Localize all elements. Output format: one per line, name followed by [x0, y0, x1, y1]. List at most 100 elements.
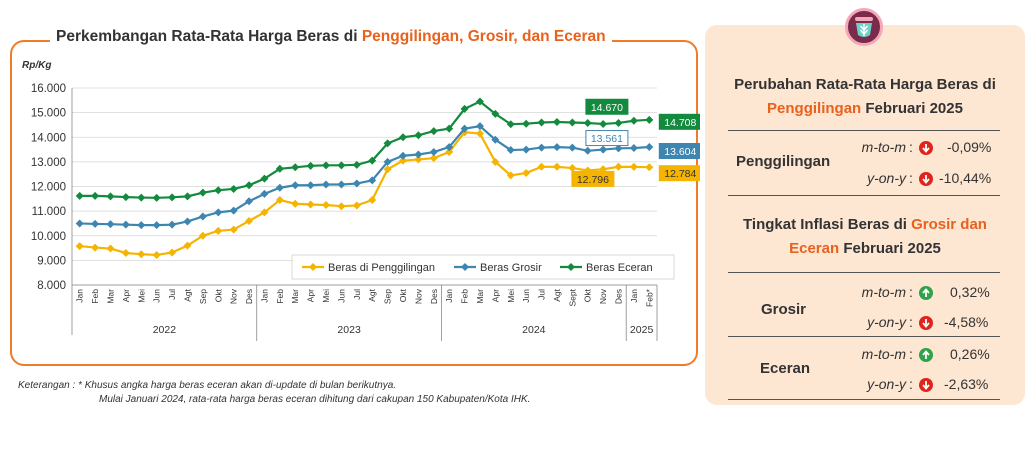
data-point — [183, 241, 192, 250]
data-label: 13.561 — [591, 133, 623, 145]
data-point — [306, 200, 315, 209]
data-point — [491, 135, 500, 144]
data-point — [568, 164, 577, 173]
data-point — [306, 161, 315, 170]
data-point — [398, 133, 407, 142]
legend-box — [291, 254, 675, 280]
data-point — [337, 202, 346, 211]
x-tick-label: Nov — [598, 288, 608, 304]
data-point — [106, 244, 115, 253]
data-label: 12.796 — [577, 174, 609, 186]
data-point — [537, 162, 546, 171]
data-point — [75, 242, 84, 251]
data-point — [275, 183, 284, 192]
data-point — [629, 162, 638, 171]
chart-title-part2: Penggilingan, Grosir, dan Eceran — [361, 28, 606, 45]
y-tick-label: 9.000 — [37, 255, 66, 267]
year-label: 2025 — [630, 324, 654, 336]
legend-swatch-marker — [567, 263, 575, 271]
panel-title-1-suffix: Februari 2025 — [861, 100, 963, 117]
y-tick-label: 10.000 — [31, 231, 66, 243]
data-point — [214, 208, 223, 217]
y-tick-label: 13.000 — [31, 157, 66, 169]
data-point — [614, 162, 623, 171]
data-point — [75, 219, 84, 228]
panel-title-1-highlight: Penggilingan — [767, 100, 862, 117]
data-point — [460, 104, 469, 113]
data-point — [429, 154, 438, 163]
panel-title-2-line2: Eceran Februari 2025 — [710, 237, 1020, 261]
x-tick-label: Jun — [336, 289, 346, 303]
panel-title-1: Perubahan Rata-Rata Harga Beras di Pengg… — [710, 73, 1020, 121]
line-chart: Rp/Kg 8.000 9.000 10.000 11.000 12.000 13.000 1… — [22, 60, 700, 341]
data-point — [537, 118, 546, 127]
panel-title-2-line1: Tingkat Inflasi Beras di Grosir dan — [710, 213, 1020, 237]
data-point — [306, 181, 315, 190]
data-label-box — [658, 113, 700, 130]
data-point — [75, 191, 84, 200]
x-tick-label: Mei — [506, 289, 516, 303]
x-tick-label: Jul — [537, 289, 547, 300]
data-point — [522, 119, 531, 128]
data-point — [168, 248, 177, 257]
x-tick-label: Jul — [167, 289, 177, 300]
eceran-yoy-value: -2,63% — [944, 376, 989, 392]
panel-title-1-line1: Perubahan Rata-Rata Harga Beras di — [734, 76, 996, 93]
x-tick-label: Apr — [490, 289, 500, 302]
x-tick-label: Jun — [521, 289, 531, 303]
data-point — [198, 188, 207, 197]
x-tick-label: Des — [429, 289, 439, 304]
data-point — [475, 129, 484, 138]
x-tick-label: Jan — [444, 289, 454, 303]
colon: : — [909, 170, 913, 186]
footnote-line-2: Mulai Januari 2024, rata-rata harga bera… — [99, 394, 531, 405]
x-tick-label: Des — [244, 289, 254, 304]
y-tick-label: 14.000 — [31, 132, 66, 144]
panel-title-1-line2: Penggilingan Februari 2025 — [710, 97, 1020, 121]
data-point — [214, 226, 223, 235]
series-line-2 — [79, 100, 650, 199]
x-tick-label: Mar — [475, 289, 485, 304]
data-label: 14.708 — [664, 117, 696, 129]
data-point — [337, 161, 346, 170]
panel-title-2-highlight-1: Grosir dan — [911, 216, 987, 233]
data-point — [198, 212, 207, 221]
grosir-yoy-key: y-on-y — [867, 314, 906, 330]
data-point — [475, 97, 484, 106]
legend-swatch-marker — [461, 263, 469, 271]
x-tick-label: Agt — [367, 288, 377, 301]
x-tick-label: Agt — [552, 288, 562, 301]
penggilingan-label: Penggilingan — [736, 153, 831, 170]
data-label-box — [585, 130, 629, 147]
data-point — [568, 118, 577, 127]
penggilingan-mtm-key: m-to-m — [861, 139, 906, 155]
x-tick-label: Okt — [213, 288, 223, 302]
data-point — [229, 206, 238, 215]
data-point — [583, 146, 592, 155]
y-tick-label: 8.000 — [37, 280, 66, 292]
penggilingan-yoy-value: -10,44% — [939, 170, 992, 186]
legend-label: Beras di Penggilingan — [328, 262, 435, 274]
x-tick-label: Apr — [121, 289, 131, 302]
data-point — [445, 148, 454, 157]
data-label-box — [585, 98, 629, 115]
data-point — [368, 156, 377, 165]
data-point — [121, 193, 130, 202]
data-point — [506, 146, 515, 155]
data-point — [91, 219, 100, 228]
legend-label: Beras Eceran — [586, 262, 653, 274]
arrow-up-icon — [919, 286, 933, 300]
x-tick-label: Jun — [152, 289, 162, 303]
arrow-up-icon — [919, 348, 933, 362]
data-point — [552, 162, 561, 171]
divider — [728, 336, 1000, 337]
data-point — [352, 201, 361, 210]
data-point — [260, 174, 269, 183]
year-label: 2022 — [153, 324, 177, 336]
data-point — [491, 109, 500, 118]
data-label: 14.670 — [591, 102, 623, 114]
x-tick-label: Feb — [460, 289, 470, 304]
data-point — [183, 217, 192, 226]
grosir-yoy-value: -4,58% — [944, 314, 989, 330]
data-point — [352, 160, 361, 169]
